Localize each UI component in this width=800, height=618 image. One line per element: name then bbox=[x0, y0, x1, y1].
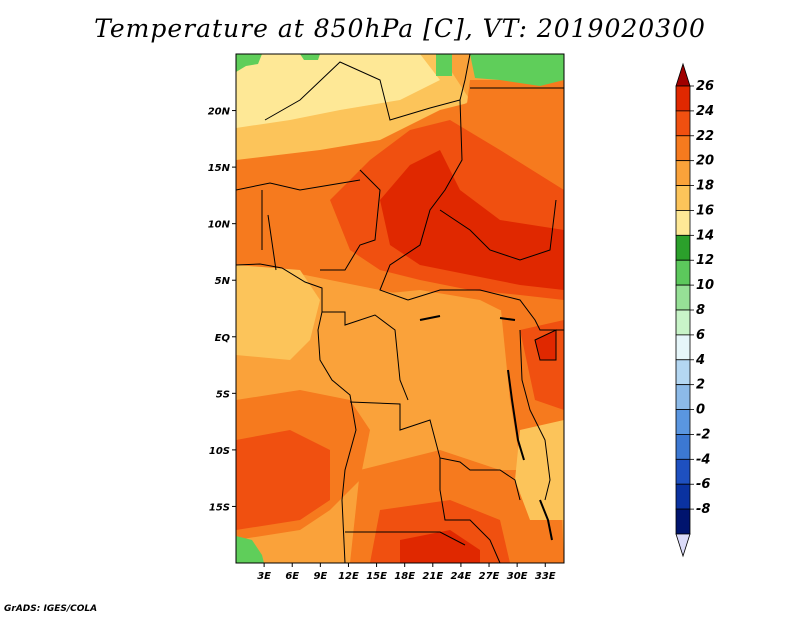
lake-victoria bbox=[534, 329, 557, 361]
rivers bbox=[419, 315, 516, 321]
longitude-axis: 3E 6E 9E 12E 15E 18E 21E 24E 27E 30E 33E bbox=[257, 563, 556, 582]
map-frame bbox=[235, 53, 565, 564]
colorbar-bottom-arrow bbox=[675, 533, 691, 558]
colorbar-label: -8 bbox=[696, 502, 710, 517]
colorbar-label: 0 bbox=[696, 403, 705, 418]
colorbar-label: 14 bbox=[696, 228, 714, 243]
field-green-n2 bbox=[436, 54, 452, 76]
colorbar-swatch bbox=[675, 483, 691, 510]
colorbar-swatch bbox=[675, 359, 691, 386]
field-16-18-coast bbox=[236, 265, 320, 360]
colorbar-label: 8 bbox=[696, 303, 705, 318]
colorbar-swatch bbox=[675, 234, 691, 261]
colorbar-swatch bbox=[675, 409, 691, 435]
colorbar-swatch bbox=[675, 259, 691, 286]
colorbar-label: 26 bbox=[696, 79, 714, 94]
colorbar-label: 12 bbox=[696, 253, 714, 268]
west-coastline bbox=[236, 263, 357, 563]
colorbar-swatch bbox=[675, 185, 691, 211]
colorbar-label: 10 bbox=[696, 278, 714, 293]
lon-tick-label: 18E bbox=[394, 571, 415, 582]
congo-north-border bbox=[407, 289, 564, 331]
lat-tick-label: 5S bbox=[216, 389, 230, 400]
lon-tick-label: 3E bbox=[257, 571, 271, 582]
lat-tick-label: 5N bbox=[215, 276, 231, 287]
lon-tick-label: 24E bbox=[451, 571, 472, 582]
latitude-axis: 20N 15N 10N 5N EQ 5S 10S 15S bbox=[208, 107, 236, 513]
colorbar-label: 6 bbox=[696, 328, 705, 343]
east-lakes-border bbox=[519, 329, 551, 501]
colorbar-label: 18 bbox=[696, 179, 714, 194]
colorbar-label: 2 bbox=[696, 378, 705, 393]
lake-malawi bbox=[539, 499, 553, 541]
field-green-sw bbox=[236, 536, 264, 563]
colorbar-swatch bbox=[675, 210, 691, 236]
field-22-24-southwest bbox=[236, 430, 330, 530]
field-green-nw bbox=[236, 54, 262, 72]
colorbar-swatch bbox=[675, 458, 691, 485]
colorbar-label: 24 bbox=[696, 104, 714, 119]
car-sudan-border bbox=[439, 199, 557, 261]
colorbar-swatch bbox=[675, 110, 691, 137]
lake-tanganyika bbox=[507, 369, 525, 461]
lon-tick-label: 21E bbox=[422, 571, 443, 582]
colorbar-swatch bbox=[675, 85, 691, 112]
field-16-18-southeast bbox=[515, 420, 564, 520]
lon-tick-label: 9E bbox=[313, 571, 327, 582]
west-africa-borders bbox=[261, 190, 277, 271]
field-green-n1 bbox=[300, 54, 320, 60]
colorbar-label: 4 bbox=[695, 353, 705, 368]
colorbar-swatch bbox=[675, 434, 691, 460]
lat-tick-label: 15S bbox=[209, 502, 230, 513]
colorbar-swatch bbox=[675, 508, 691, 535]
temperature-field bbox=[236, 54, 564, 563]
colorbar-swatch bbox=[675, 334, 691, 361]
field-14-16-north bbox=[236, 54, 440, 128]
colorbar-label: -4 bbox=[696, 452, 710, 467]
lon-tick-label: 27E bbox=[479, 571, 500, 582]
colorbar-swatch bbox=[675, 309, 691, 336]
lon-tick-label: 6E bbox=[285, 571, 299, 582]
colorbar-swatch bbox=[675, 135, 691, 162]
field-18-20-congo bbox=[320, 290, 520, 420]
colorbar-label: 20 bbox=[696, 154, 714, 169]
niger-nigeria-border bbox=[236, 179, 361, 191]
map-title: Temperature at 850hPa [C], VT: 201902030… bbox=[94, 14, 706, 43]
lat-tick-label: EQ bbox=[215, 333, 231, 344]
angola-namibia-border bbox=[345, 531, 466, 546]
field-24-26-core bbox=[380, 150, 564, 290]
colorbar-swatch bbox=[675, 160, 691, 186]
grads-credit: GrADS: IGES/COLA bbox=[4, 604, 98, 614]
angola-zambia-border bbox=[439, 458, 501, 563]
lon-tick-label: 30E bbox=[507, 571, 528, 582]
lat-tick-label: 20N bbox=[208, 107, 231, 118]
lat-tick-label: 10N bbox=[208, 220, 231, 231]
colorbar-top-arrow bbox=[675, 62, 691, 87]
colorbar-label: -2 bbox=[696, 427, 710, 442]
nigeria-cameroon-border bbox=[320, 169, 381, 271]
colorbar-swatch bbox=[675, 384, 691, 410]
lon-tick-label: 33E bbox=[535, 571, 556, 582]
country-borders bbox=[236, 54, 564, 563]
sahara-border bbox=[264, 54, 471, 121]
drc-angola-border bbox=[349, 401, 521, 501]
colorbar-label: -6 bbox=[696, 477, 710, 492]
lat-tick-label: 15N bbox=[208, 163, 231, 174]
chad-car-border bbox=[379, 99, 463, 301]
lon-tick-label: 12E bbox=[338, 571, 359, 582]
lon-tick-label: 15E bbox=[366, 571, 387, 582]
gabon-congo-border bbox=[322, 311, 409, 401]
field-24-26-south bbox=[400, 530, 480, 563]
colorbar-label: 22 bbox=[696, 129, 714, 144]
field-green-ne bbox=[470, 54, 564, 86]
colorbar-label: 16 bbox=[696, 203, 714, 218]
lat-tick-label: 10S bbox=[209, 446, 230, 457]
colorbar-swatch bbox=[675, 284, 691, 311]
